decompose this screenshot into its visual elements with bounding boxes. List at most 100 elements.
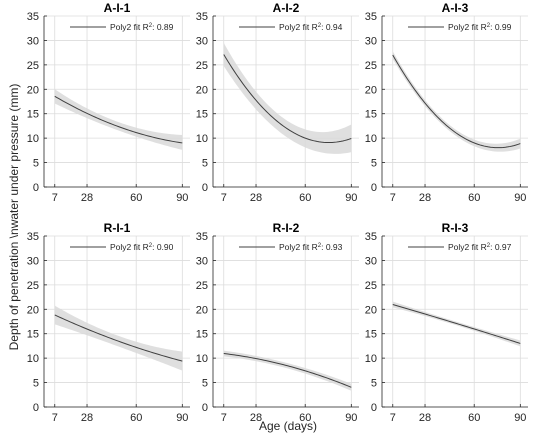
x-tick-label: 60	[299, 192, 311, 204]
legend-label: Poly2 fit R2: 0.97	[448, 242, 512, 252]
y-tick-label: 5	[202, 378, 208, 390]
y-tick-label: 5	[33, 158, 39, 170]
y-tick-label: 15	[27, 329, 39, 341]
confidence-band	[223, 42, 352, 154]
legend-r2-value: : 0.99	[490, 22, 512, 32]
x-tick-label: 60	[468, 192, 480, 204]
y-tick-label: 25	[365, 280, 377, 292]
confidence-band	[54, 89, 183, 150]
legend-superscript: 2	[149, 243, 153, 249]
panel-title: R-I-3	[442, 221, 469, 235]
x-tick-label: 28	[419, 192, 431, 204]
legend-prefix: Poly2 fit R	[448, 22, 487, 32]
panel-title: A-I-1	[104, 1, 131, 15]
y-tick-label: 5	[371, 378, 377, 390]
legend-prefix: Poly2 fit R	[448, 242, 487, 252]
legend-prefix: Poly2 fit R	[110, 242, 149, 252]
legend-prefix: Poly2 fit R	[279, 22, 318, 32]
y-tick-label: 35	[365, 11, 377, 23]
y-tick-label: 15	[196, 329, 208, 341]
y-tick-label: 0	[33, 402, 39, 414]
y-tick-label: 30	[196, 255, 208, 267]
y-tick-label: 15	[365, 329, 377, 341]
y-tick-label: 10	[27, 353, 39, 365]
x-tick-label: 90	[514, 412, 526, 424]
y-tick-label: 30	[27, 255, 39, 267]
y-tick-label: 35	[365, 231, 377, 243]
fit-line	[223, 353, 352, 388]
y-tick-label: 25	[196, 60, 208, 72]
y-tick-label: 10	[365, 133, 377, 145]
legend-superscript: 2	[149, 23, 153, 29]
legend-prefix: Poly2 fit R	[110, 22, 149, 32]
y-tick-label: 10	[365, 353, 377, 365]
legend-label: Poly2 fit R2: 0.94	[279, 22, 343, 32]
x-tick-label: 90	[176, 412, 188, 424]
x-tick-label: 7	[390, 192, 396, 204]
y-tick-label: 15	[27, 109, 39, 121]
x-tick-label: 7	[52, 412, 58, 424]
y-tick-label: 5	[33, 378, 39, 390]
panel-title: A-I-2	[273, 1, 300, 15]
y-tick-label: 30	[365, 35, 377, 47]
panel-title: A-I-3	[442, 1, 469, 15]
y-tick-label: 25	[196, 280, 208, 292]
y-axis-label: Depth of penetration \nwater under press…	[7, 84, 21, 351]
y-tick-label: 20	[365, 84, 377, 96]
y-tick-label: 20	[27, 84, 39, 96]
x-tick-label: 7	[52, 192, 58, 204]
chart-panel-6: 7 28 60 90 0 5 10 15 20 25 30 35 R-I-3 Poly2 fit R2: …	[365, 221, 528, 424]
legend-r2-value: : 0.89	[152, 22, 174, 32]
confidence-band	[223, 350, 352, 391]
legend-label: Poly2 fit R2: 0.93	[279, 242, 343, 252]
x-tick-label: 7	[390, 412, 396, 424]
x-tick-label: 90	[345, 192, 357, 204]
fit-line	[223, 54, 352, 144]
y-tick-label: 10	[196, 133, 208, 145]
x-tick-label: 60	[468, 412, 480, 424]
y-tick-label: 35	[27, 231, 39, 243]
chart-panel-5: 7 28 60 90 0 5 10 15 20 25 30 35 R-I-2 Poly2 fit R2: …	[196, 221, 359, 424]
y-tick-label: 35	[196, 11, 208, 23]
y-tick-label: 30	[27, 35, 39, 47]
y-tick-label: 25	[27, 60, 39, 72]
x-tick-label: 28	[250, 192, 262, 204]
y-tick-label: 20	[365, 304, 377, 316]
x-tick-label: 7	[221, 192, 227, 204]
legend-superscript: 2	[318, 23, 322, 29]
legend-superscript: 2	[487, 23, 491, 29]
legend-label: Poly2 fit R2: 0.89	[110, 22, 174, 32]
chart-panel-2: 7 28 60 90 0 5 10 15 20 25 30 35 A-I-2 Poly2 fit R2: …	[196, 1, 359, 204]
x-tick-label: 60	[130, 412, 142, 424]
y-tick-label: 20	[196, 304, 208, 316]
x-tick-label: 28	[250, 412, 262, 424]
panel-title: R-I-2	[273, 221, 300, 235]
x-tick-label: 28	[419, 412, 431, 424]
y-tick-label: 20	[27, 304, 39, 316]
confidence-band	[54, 305, 183, 371]
y-tick-label: 0	[33, 182, 39, 194]
y-tick-label: 5	[202, 158, 208, 170]
chart-panel-4: 7 28 60 90 0 5 10 15 20 25 30 35 R-I-1 Poly2 fit R2: …	[27, 221, 190, 424]
y-tick-label: 10	[196, 353, 208, 365]
legend-r2-value: : 0.93	[321, 242, 343, 252]
legend-prefix: Poly2 fit R	[279, 242, 318, 252]
y-tick-label: 15	[196, 109, 208, 121]
x-tick-label: 28	[81, 412, 93, 424]
x-tick-label: 7	[221, 412, 227, 424]
y-tick-label: 0	[202, 182, 208, 194]
x-tick-label: 60	[130, 192, 142, 204]
fit-line	[392, 54, 521, 149]
legend-label: Poly2 fit R2: 0.99	[448, 22, 512, 32]
x-tick-label: 90	[176, 192, 188, 204]
chart-panel-1: 7 28 60 90 0 5 10 15 20 25 30 35 A-I-1 Poly2 fit R2: …	[27, 1, 190, 204]
y-tick-label: 15	[365, 109, 377, 121]
y-tick-label: 30	[196, 35, 208, 47]
y-tick-label: 0	[371, 182, 377, 194]
x-tick-label: 90	[345, 412, 357, 424]
legend-r2-value: : 0.94	[321, 22, 343, 32]
x-tick-label: 28	[81, 192, 93, 204]
y-tick-label: 35	[196, 231, 208, 243]
